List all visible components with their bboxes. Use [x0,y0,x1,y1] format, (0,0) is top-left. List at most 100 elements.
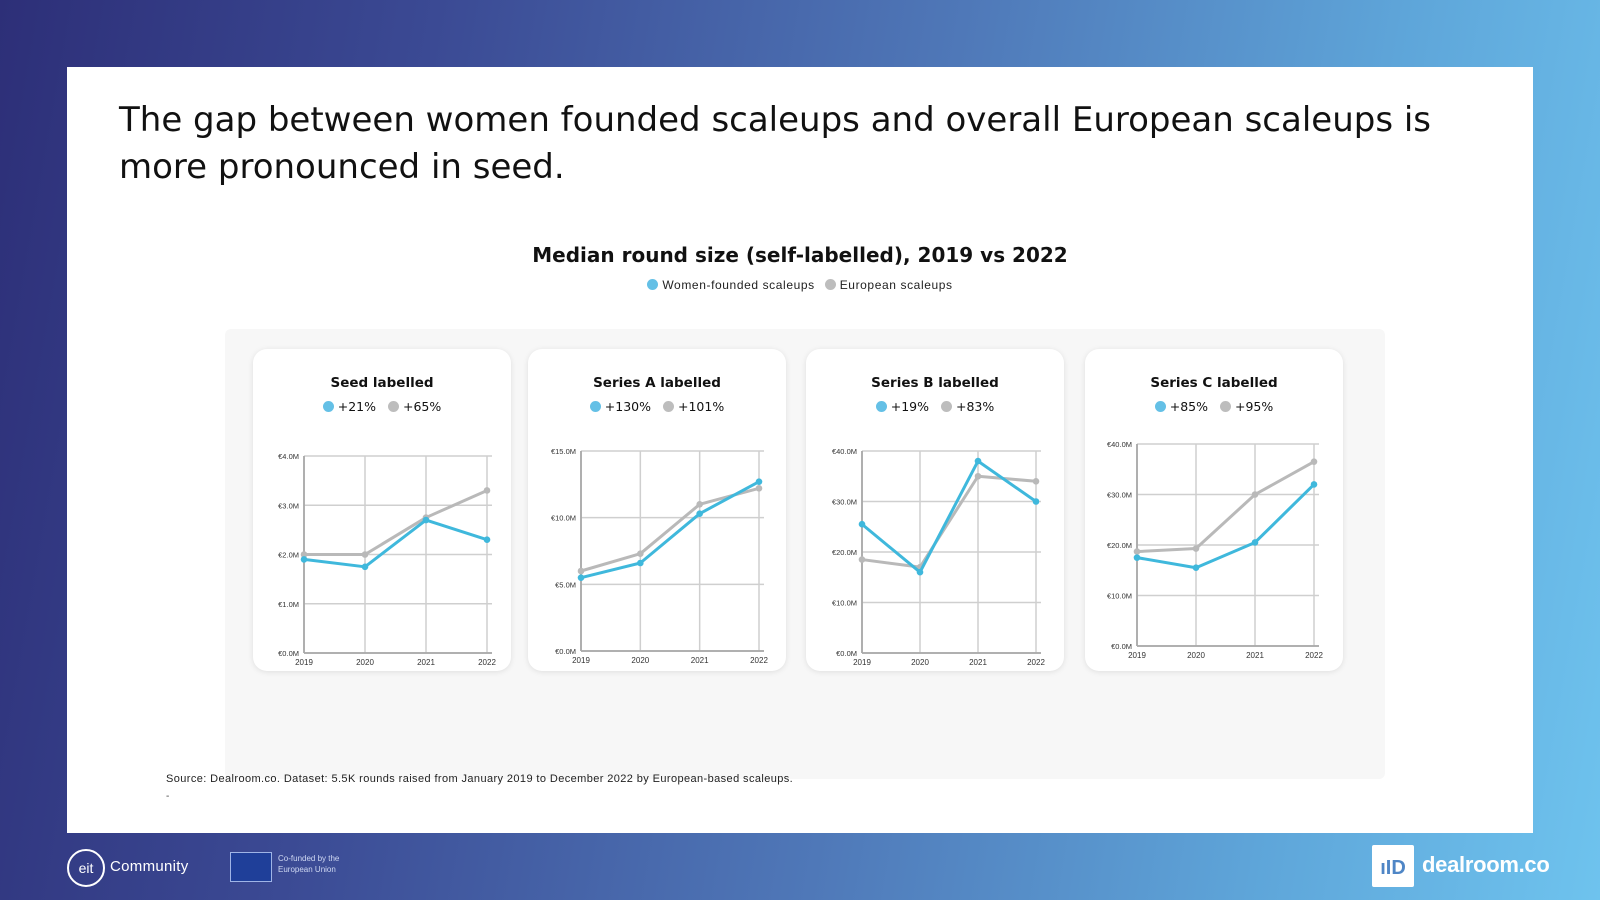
point-women [1032,498,1040,505]
change-europe: +83% [955,399,995,414]
point-women [300,556,308,563]
gray-dot-icon [662,401,674,412]
point-europe [637,550,644,557]
point-women [916,568,924,576]
x-tick-label: 2020 [356,658,374,667]
change-women: +19% [890,399,929,414]
main-legend: Women-founded scaleups European scaleups [67,278,1533,292]
y-tick-label: €20.0M [1107,541,1132,550]
y-tick-label: €0.0M [1111,642,1132,651]
dealroom-logo-icon: ıID [1372,845,1414,887]
y-tick-label: €30.0M [1107,491,1132,500]
x-tick-label: 2019 [295,658,313,667]
change-women: +21% [337,399,376,414]
main-chart-title: Median round size (self-labelled), 2019 … [532,243,1068,267]
card-legend-europe: +101% [662,399,724,414]
y-tick-label: €4.0M [278,452,299,461]
x-tick-label: 2020 [911,658,929,667]
card-title: Series B labelled [871,375,999,391]
y-tick-label: €10.0M [551,514,576,523]
point-europe [696,501,703,508]
blue-dot-icon [875,401,887,412]
point-europe [1133,548,1141,555]
blue-dot-icon [322,401,334,412]
gray-dot-icon [1219,401,1231,412]
eu-text-line2: European Union [278,865,336,874]
point-women [577,574,585,581]
point-women [1133,554,1141,561]
point-europe [483,487,491,494]
eit-community-label: Community [110,858,189,875]
y-tick-label: €40.0M [1107,440,1132,449]
x-tick-label: 2022 [750,656,768,665]
dealroom-wordmark: dealroom.co [1422,852,1550,877]
eu-flag-icon [230,852,272,882]
line-chart-series-b: €0.0M €10.0M €20.0M €30.0M €40.0M 2019 2020 202… [832,447,1045,667]
y-tick-label: €1.0M [278,600,299,609]
x-tick-label: 2019 [572,656,590,665]
x-tick-label: 2021 [417,658,435,667]
y-tick-label: €20.0M [832,548,857,557]
x-tick-label: 2019 [1128,651,1146,660]
card-legend-europe: +83% [940,399,995,414]
y-tick-label: €10.0M [1107,592,1132,601]
point-women [1310,481,1318,488]
chart-card-series-c: Series C labelled +85% +95% €0.0M €10.0M €… [1085,349,1343,671]
point-europe [1192,545,1200,552]
eu-text-line1: Co-funded by the [278,854,340,863]
line-chart-seed: €0.0M €1.0M €2.0M €3.0M €4.0M 2019 2020 2021 202… [278,452,496,667]
series-line-women [861,459,1037,574]
dealroom-mark: ıID [1380,857,1406,879]
chart-card-series-a: Series A labelled +130% +101% €0.0M €5.0M… [528,349,786,671]
point-women [974,457,982,465]
point-women [361,563,369,571]
point-women [755,478,763,485]
x-tick-label: 2020 [1187,651,1205,660]
eit-mark: eit [79,860,94,876]
change-women: +85% [1169,399,1208,414]
legend-item-europe: European scaleups [824,278,953,292]
y-tick-label: €2.0M [278,551,299,560]
chart-card-series-b: Series B labelled +19% +83% €0.0M €10.0M €… [806,349,1064,671]
card-legend-europe: +65% [387,399,441,414]
change-europe: +95% [1234,399,1274,414]
x-tick-label: 2020 [631,656,649,665]
series-line-europe [580,486,760,573]
point-europe [1251,491,1259,498]
legend-label-women: Women-founded scaleups [662,278,815,292]
card-title: Series A labelled [593,375,721,391]
point-europe [858,556,866,563]
point-women [696,510,703,517]
card-legend-women: +130% [589,399,651,414]
x-tick-label: 2021 [1246,651,1264,660]
blue-dot-icon [647,279,659,290]
card-legend: +85% +95% [1085,399,1343,414]
legend-item-women: Women-founded scaleups [647,278,814,292]
card-legend: +19% +83% [806,399,1064,414]
x-tick-label: 2022 [1305,651,1323,660]
line-chart-series-a: €0.0M €5.0M €10.0M €15.0M 2019 2020 2021 2022 [551,447,768,665]
source-note: Source: Dealroom.co. Dataset: 5.5K round… [166,773,794,785]
point-women [422,516,430,524]
card-legend: +130% +101% [528,399,786,414]
y-tick-label: €40.0M [832,447,857,456]
card-title: Series C labelled [1150,375,1278,391]
y-tick-label: €30.0M [832,498,857,507]
eit-logo-icon: eit [67,849,105,887]
series-line-europe [861,474,1037,569]
x-tick-label: 2022 [1027,658,1045,667]
x-tick-label: 2021 [691,656,709,665]
point-europe [1032,478,1040,485]
point-europe [755,485,763,492]
point-women [1192,564,1200,572]
point-europe [974,472,982,480]
card-legend: +21% +65% [253,399,511,414]
y-tick-label: €15.0M [551,447,576,456]
gray-dot-icon [940,401,952,412]
point-women [483,536,491,544]
x-tick-label: 2021 [969,658,987,667]
card-legend-women: +21% [322,399,376,414]
card-legend-europe: +95% [1219,399,1274,414]
point-europe [300,551,308,558]
y-tick-label: €5.0M [555,580,576,589]
